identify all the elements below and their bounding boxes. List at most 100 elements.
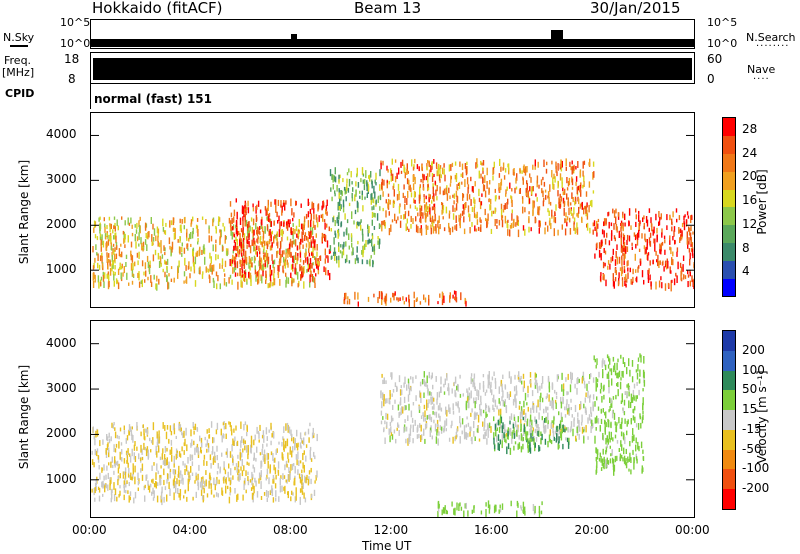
power-cell bbox=[138, 281, 141, 288]
power-cell bbox=[568, 207, 570, 216]
velocity-cell bbox=[307, 478, 310, 486]
power-cell bbox=[229, 274, 232, 279]
power-cell bbox=[368, 260, 371, 265]
velocity-cell bbox=[519, 401, 521, 405]
velocity-cell bbox=[125, 490, 127, 494]
power-cell bbox=[464, 202, 466, 210]
power-cell bbox=[507, 223, 509, 229]
velocity-cell bbox=[287, 458, 290, 463]
velocity-cell bbox=[521, 410, 523, 416]
power-cell bbox=[573, 221, 575, 225]
power-cell bbox=[295, 200, 297, 206]
velocity-cell bbox=[191, 439, 193, 447]
velocity-cell bbox=[256, 446, 258, 453]
power-cell bbox=[109, 267, 112, 276]
velocity-cell bbox=[105, 451, 108, 458]
velocity-cell bbox=[623, 460, 626, 464]
velocity-cell bbox=[205, 470, 207, 475]
velocity-cell bbox=[197, 447, 199, 452]
power-cell bbox=[157, 235, 159, 242]
power-cell bbox=[660, 249, 662, 255]
power-cell bbox=[418, 166, 420, 172]
velocity-cell bbox=[274, 483, 277, 489]
power-cell bbox=[481, 193, 483, 197]
velocity-cell bbox=[221, 452, 223, 457]
power-cell bbox=[113, 225, 115, 229]
power-cell bbox=[315, 257, 317, 264]
power-cell bbox=[309, 208, 312, 214]
power-cell bbox=[340, 204, 342, 210]
velocity-cell bbox=[454, 507, 456, 516]
power-cell bbox=[522, 178, 524, 185]
velocity-cell bbox=[195, 472, 197, 476]
velocity-cell bbox=[488, 506, 491, 514]
velocity-cell bbox=[412, 424, 414, 433]
freq-unit-label: [MHz] bbox=[2, 66, 35, 79]
power-cell bbox=[373, 293, 375, 298]
power-cell bbox=[145, 223, 148, 228]
velocity-cell bbox=[421, 379, 424, 385]
velocity-cell bbox=[604, 419, 606, 425]
velocity-cell bbox=[290, 429, 292, 436]
power-cell bbox=[596, 232, 598, 237]
power-cell bbox=[560, 196, 563, 202]
power-cell bbox=[420, 179, 422, 183]
velocity-cell bbox=[310, 458, 313, 462]
power-cell bbox=[122, 272, 124, 277]
velocity-cell bbox=[253, 467, 256, 473]
velocity-cell bbox=[562, 443, 564, 450]
power-cell bbox=[283, 200, 285, 206]
power-cell bbox=[432, 196, 434, 200]
velocity-cell bbox=[509, 447, 512, 455]
power-cell bbox=[193, 266, 196, 274]
velocity-cell bbox=[522, 386, 525, 392]
velocity-cell bbox=[643, 356, 645, 364]
power-cell bbox=[544, 189, 547, 193]
velocity-cell bbox=[408, 381, 410, 389]
velocity-cell bbox=[143, 485, 145, 491]
velocity-cell bbox=[569, 428, 572, 433]
velocity-cell bbox=[629, 452, 631, 461]
power-cell bbox=[152, 223, 154, 230]
power-cell bbox=[260, 274, 262, 281]
power-cell bbox=[337, 203, 340, 210]
power-cell bbox=[596, 220, 598, 229]
power-cell bbox=[500, 209, 503, 217]
power-cell bbox=[136, 236, 139, 242]
velocity-cell bbox=[540, 510, 543, 515]
power-cell bbox=[361, 193, 363, 201]
power-cell bbox=[431, 166, 433, 170]
velocity-cell bbox=[472, 379, 474, 388]
velocity-cell bbox=[276, 448, 278, 453]
power-cell bbox=[373, 185, 375, 194]
velocity-cell bbox=[567, 427, 569, 433]
power-cell bbox=[346, 178, 348, 184]
power-cell bbox=[188, 237, 190, 242]
power-cell bbox=[466, 193, 469, 201]
power-cell bbox=[411, 159, 413, 167]
power-cell bbox=[589, 227, 591, 234]
velocity-cell bbox=[466, 397, 469, 402]
velocity-cell bbox=[520, 433, 523, 441]
beam-title: Beam 13 bbox=[354, 0, 422, 17]
velocity-cell bbox=[609, 438, 611, 443]
power-cell bbox=[438, 226, 440, 235]
velocity-cell bbox=[530, 407, 532, 414]
velocity-cell bbox=[474, 411, 476, 417]
power-cell bbox=[287, 248, 289, 254]
power-cell bbox=[305, 251, 307, 256]
velocity-cell bbox=[267, 460, 269, 469]
velocity-cell bbox=[639, 415, 641, 420]
power-cell bbox=[112, 271, 115, 275]
power-cell bbox=[259, 255, 261, 263]
power-cell bbox=[487, 213, 489, 221]
power-cell bbox=[392, 292, 394, 298]
velocity-cell bbox=[281, 441, 283, 447]
power-cell bbox=[577, 161, 579, 168]
velocity-cell bbox=[286, 479, 288, 484]
power-cell bbox=[641, 233, 643, 239]
velocity-cell bbox=[445, 418, 448, 426]
velocity-cell bbox=[562, 396, 564, 405]
power-cell bbox=[371, 211, 374, 218]
power-cell bbox=[466, 177, 469, 185]
